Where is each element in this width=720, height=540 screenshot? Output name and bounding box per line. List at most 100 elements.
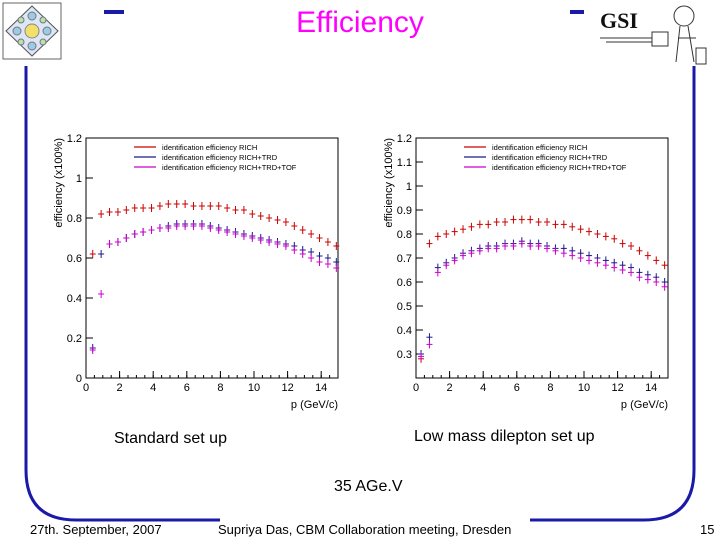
- data-point: [291, 222, 298, 230]
- data-point: [299, 226, 306, 234]
- data-point: [569, 251, 576, 260]
- data-point: [316, 258, 323, 266]
- data-point: [156, 202, 163, 210]
- data-point: [131, 204, 138, 212]
- data-point: [89, 250, 96, 258]
- data-point: [586, 227, 593, 236]
- x-tick-label: 10: [248, 382, 260, 394]
- data-point: [282, 218, 289, 226]
- x-tick-label: 6: [184, 382, 190, 394]
- y-tick-label: 0.6: [397, 277, 412, 289]
- data-point: [636, 273, 643, 282]
- data-point: [316, 234, 323, 242]
- x-tick-label: 2: [447, 382, 453, 394]
- gsi-logo-text: GSI: [600, 8, 638, 33]
- y-tick-label: 0.3: [397, 349, 412, 361]
- chart-background: [50, 128, 342, 414]
- data-point: [114, 208, 121, 216]
- data-point: [460, 251, 467, 260]
- y-tick-label: 0.8: [397, 229, 412, 241]
- y-tick-label: 0.7: [397, 253, 412, 265]
- data-point: [207, 202, 214, 210]
- data-point: [644, 275, 651, 284]
- x-tick-label: 6: [514, 382, 520, 394]
- data-point: [460, 225, 467, 234]
- data-point: [636, 246, 643, 255]
- data-point: [148, 226, 155, 234]
- data-point: [190, 202, 197, 210]
- x-tick-label: 12: [281, 382, 293, 394]
- data-point: [468, 222, 475, 231]
- data-point: [98, 210, 105, 218]
- data-point: [502, 242, 509, 250]
- cbm-logo-icon: [2, 2, 62, 60]
- data-point: [560, 220, 567, 229]
- x-tick-label: 8: [217, 382, 223, 394]
- data-point: [308, 230, 315, 238]
- chart-low-mass-svg: 0 2 4 6 8 10 12 14 0.3 0.4 0.5 0.6 0.7 0.8 0.9 1 1.1 1.2 p…: [380, 128, 672, 414]
- data-point: [232, 230, 239, 238]
- data-point: [434, 232, 441, 241]
- data-point: [257, 212, 264, 220]
- data-point: [98, 290, 105, 298]
- data-point: [308, 254, 315, 262]
- data-point: [274, 240, 281, 248]
- x-axis-label: p (GeV/c): [621, 399, 668, 411]
- chart-standard-svg: 0 2 4 6 8 10 12 14 0 0.2 0.4 0.6 0.8 1 1.2 p (GeV/c) eff…: [50, 128, 342, 414]
- data-point: [274, 216, 281, 224]
- data-point: [198, 202, 205, 210]
- data-point: [653, 256, 660, 265]
- data-point: [577, 254, 584, 262]
- data-point: [485, 244, 492, 253]
- data-point: [443, 261, 450, 270]
- data-point: [628, 242, 635, 250]
- x-tick-label: 2: [117, 382, 123, 394]
- data-point: [299, 250, 306, 258]
- y-tick-label: 0.5: [397, 301, 412, 313]
- x-axis-label: p (GeV/c): [291, 399, 338, 411]
- data-point: [628, 268, 635, 277]
- data-point: [552, 246, 559, 255]
- page-number: 15: [700, 522, 715, 537]
- data-point: [602, 261, 609, 270]
- data-point: [493, 244, 500, 253]
- data-point: [257, 236, 264, 244]
- data-point: [123, 206, 130, 214]
- data-point: [207, 224, 214, 232]
- data-point: [611, 234, 618, 243]
- data-point: [653, 278, 660, 286]
- data-point: [418, 352, 425, 361]
- slide-title: Efficiency: [296, 6, 424, 39]
- data-point: [544, 244, 551, 253]
- x-tick-label: 0: [83, 382, 89, 394]
- data-point: [527, 215, 534, 224]
- legend-label: identification efficiency RICH+TRD: [162, 153, 278, 162]
- data-point: [502, 218, 509, 226]
- data-point: [552, 220, 559, 229]
- chart-standard-setup: 0 2 4 6 8 10 12 14 0 0.2 0.4 0.6 0.8 1 1.2 p (GeV/c) eff…: [50, 128, 342, 414]
- data-point: [190, 222, 197, 230]
- data-point: [586, 256, 593, 265]
- data-point: [173, 200, 180, 208]
- data-point: [510, 215, 517, 224]
- x-tick-label: 4: [480, 382, 486, 394]
- data-point: [333, 242, 340, 250]
- x-tick-label: 8: [547, 382, 553, 394]
- x-tick-label: 14: [315, 382, 327, 394]
- data-point: [443, 230, 450, 238]
- data-point: [224, 204, 231, 212]
- data-point: [577, 225, 584, 234]
- data-point: [240, 232, 247, 240]
- y-tick-label: 0.4: [67, 293, 82, 305]
- data-point: [476, 220, 483, 229]
- data-point: [602, 232, 609, 241]
- data-point: [98, 250, 105, 258]
- y-tick-label: 0.4: [397, 325, 412, 337]
- y-tick-label: 1.2: [397, 133, 412, 145]
- caption-low-mass-setup: Low mass dilepton set up: [414, 428, 595, 445]
- y-tick-label: 0.8: [67, 213, 82, 225]
- data-point: [661, 261, 668, 270]
- legend-label: identification efficiency RICH+TRD+TOF: [492, 163, 627, 172]
- data-point: [619, 266, 626, 274]
- gsi-logo-icon: GSI: [600, 5, 707, 65]
